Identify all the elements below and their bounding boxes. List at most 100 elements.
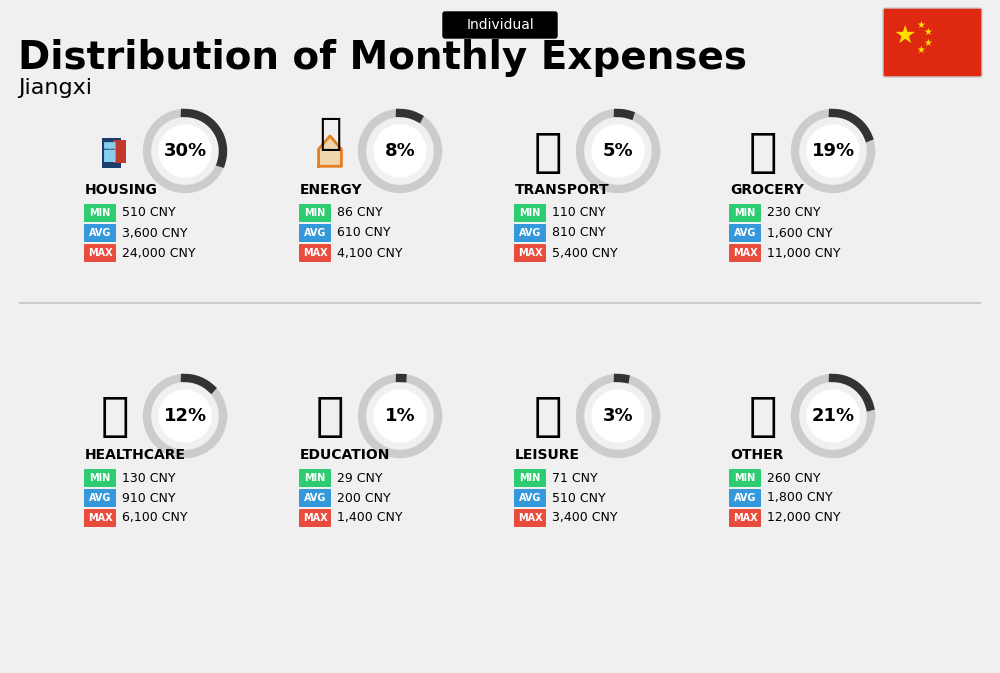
- Text: 810 CNY: 810 CNY: [552, 227, 606, 240]
- Text: 3,400 CNY: 3,400 CNY: [552, 511, 618, 524]
- Text: 30%: 30%: [163, 142, 207, 160]
- Text: Jiangxi: Jiangxi: [18, 78, 92, 98]
- Text: 🛒: 🛒: [749, 131, 777, 176]
- FancyBboxPatch shape: [109, 142, 116, 149]
- Text: 12,000 CNY: 12,000 CNY: [767, 511, 840, 524]
- Text: 4,100 CNY: 4,100 CNY: [337, 246, 402, 260]
- Circle shape: [807, 390, 859, 442]
- Text: 👛: 👛: [749, 396, 777, 441]
- Text: AVG: AVG: [89, 228, 111, 238]
- FancyBboxPatch shape: [299, 509, 331, 527]
- FancyBboxPatch shape: [84, 469, 116, 487]
- Text: OTHER: OTHER: [730, 448, 783, 462]
- FancyBboxPatch shape: [514, 224, 546, 242]
- Text: 21%: 21%: [811, 407, 855, 425]
- Text: MAX: MAX: [88, 513, 112, 523]
- FancyBboxPatch shape: [514, 204, 546, 222]
- Text: 29 CNY: 29 CNY: [337, 472, 382, 485]
- Text: 71 CNY: 71 CNY: [552, 472, 598, 485]
- Text: HEALTHCARE: HEALTHCARE: [85, 448, 186, 462]
- Text: TRANSPORT: TRANSPORT: [515, 183, 610, 197]
- FancyBboxPatch shape: [729, 224, 761, 242]
- Text: 910 CNY: 910 CNY: [122, 491, 176, 505]
- Text: 8%: 8%: [385, 142, 415, 160]
- Circle shape: [374, 390, 426, 442]
- FancyBboxPatch shape: [84, 224, 116, 242]
- Text: 🏥: 🏥: [101, 396, 129, 441]
- FancyBboxPatch shape: [299, 489, 331, 507]
- Text: AVG: AVG: [304, 493, 326, 503]
- Text: AVG: AVG: [734, 228, 756, 238]
- Text: AVG: AVG: [519, 493, 541, 503]
- Text: 130 CNY: 130 CNY: [122, 472, 176, 485]
- FancyBboxPatch shape: [883, 8, 982, 77]
- FancyBboxPatch shape: [443, 12, 557, 38]
- Text: HOUSING: HOUSING: [85, 183, 158, 197]
- Text: LEISURE: LEISURE: [515, 448, 580, 462]
- FancyBboxPatch shape: [729, 489, 761, 507]
- Circle shape: [592, 390, 644, 442]
- FancyBboxPatch shape: [109, 149, 116, 156]
- FancyBboxPatch shape: [514, 489, 546, 507]
- FancyBboxPatch shape: [104, 142, 111, 149]
- FancyBboxPatch shape: [729, 244, 761, 262]
- Text: MIN: MIN: [89, 473, 111, 483]
- Text: 3%: 3%: [603, 407, 633, 425]
- Text: 1%: 1%: [385, 407, 415, 425]
- FancyBboxPatch shape: [113, 140, 126, 162]
- FancyBboxPatch shape: [84, 509, 116, 527]
- FancyBboxPatch shape: [109, 155, 116, 162]
- Text: 86 CNY: 86 CNY: [337, 207, 383, 219]
- Circle shape: [592, 125, 644, 177]
- FancyBboxPatch shape: [729, 204, 761, 222]
- Text: AVG: AVG: [519, 228, 541, 238]
- Text: 610 CNY: 610 CNY: [337, 227, 390, 240]
- FancyBboxPatch shape: [514, 509, 546, 527]
- Text: AVG: AVG: [734, 493, 756, 503]
- Text: MAX: MAX: [733, 513, 757, 523]
- Text: ★: ★: [917, 20, 925, 30]
- FancyBboxPatch shape: [514, 244, 546, 262]
- Text: ENERGY: ENERGY: [300, 183, 363, 197]
- Text: 260 CNY: 260 CNY: [767, 472, 820, 485]
- Circle shape: [374, 125, 426, 177]
- Text: MAX: MAX: [88, 248, 112, 258]
- Circle shape: [807, 125, 859, 177]
- FancyBboxPatch shape: [729, 469, 761, 487]
- Text: 6,100 CNY: 6,100 CNY: [122, 511, 188, 524]
- Text: 1,600 CNY: 1,600 CNY: [767, 227, 832, 240]
- Polygon shape: [319, 136, 341, 166]
- FancyBboxPatch shape: [84, 244, 116, 262]
- Circle shape: [159, 390, 211, 442]
- Text: MAX: MAX: [303, 513, 327, 523]
- FancyBboxPatch shape: [299, 244, 331, 262]
- Text: ★: ★: [924, 27, 932, 37]
- FancyBboxPatch shape: [104, 155, 111, 162]
- Text: MIN: MIN: [89, 208, 111, 218]
- FancyBboxPatch shape: [299, 204, 331, 222]
- Text: 🔌: 🔌: [319, 114, 341, 151]
- Text: Individual: Individual: [466, 18, 534, 32]
- Text: 5%: 5%: [603, 142, 633, 160]
- FancyBboxPatch shape: [104, 149, 111, 156]
- FancyBboxPatch shape: [102, 138, 121, 168]
- Text: MAX: MAX: [303, 248, 327, 258]
- Text: 🛍️: 🛍️: [534, 396, 562, 441]
- Text: 11,000 CNY: 11,000 CNY: [767, 246, 840, 260]
- Text: 110 CNY: 110 CNY: [552, 207, 606, 219]
- FancyBboxPatch shape: [514, 469, 546, 487]
- Text: 5,400 CNY: 5,400 CNY: [552, 246, 618, 260]
- FancyBboxPatch shape: [299, 224, 331, 242]
- Text: 510 CNY: 510 CNY: [552, 491, 606, 505]
- Text: MAX: MAX: [518, 248, 542, 258]
- Text: EDUCATION: EDUCATION: [300, 448, 390, 462]
- FancyBboxPatch shape: [299, 469, 331, 487]
- Text: MIN: MIN: [304, 208, 326, 218]
- Text: MIN: MIN: [304, 473, 326, 483]
- Text: ★: ★: [924, 38, 932, 48]
- Text: GROCERY: GROCERY: [730, 183, 804, 197]
- Text: MAX: MAX: [733, 248, 757, 258]
- FancyBboxPatch shape: [84, 489, 116, 507]
- Text: 🚌: 🚌: [534, 131, 562, 176]
- Text: 1,400 CNY: 1,400 CNY: [337, 511, 402, 524]
